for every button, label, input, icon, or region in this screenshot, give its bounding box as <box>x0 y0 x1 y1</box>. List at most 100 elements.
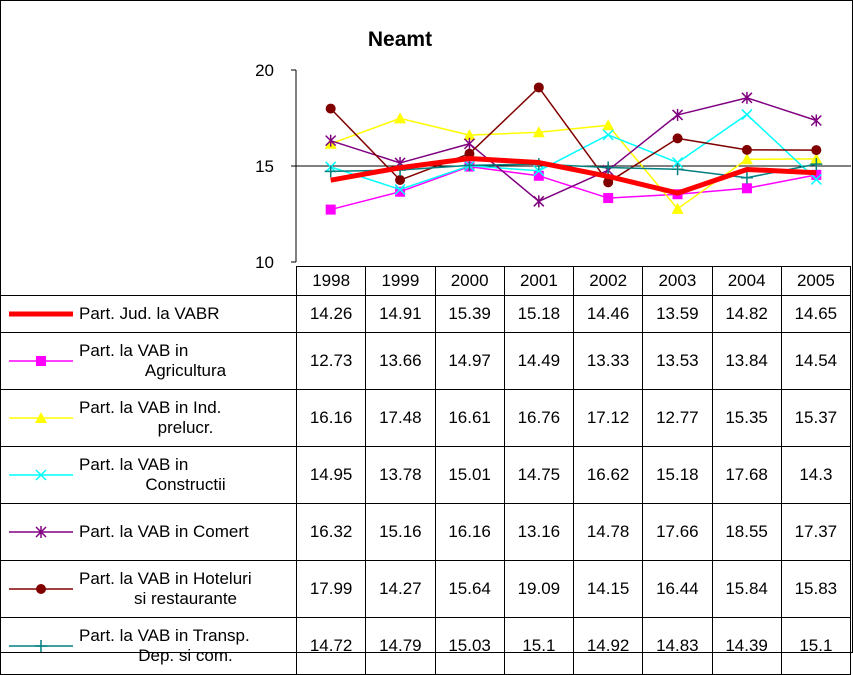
data-point <box>533 165 545 177</box>
x-tick-label: 2002 <box>572 266 644 296</box>
data-point <box>36 356 46 366</box>
data-point <box>532 126 545 138</box>
data-point <box>810 114 822 127</box>
legend-key <box>9 640 73 652</box>
legend-label: Part. Jud. la VABR <box>79 304 220 323</box>
data-point <box>533 82 544 93</box>
legend-key <box>9 311 73 317</box>
table-cell: 13.66 <box>365 332 436 390</box>
table-cell: 15.18 <box>503 295 575 333</box>
legend-key <box>9 526 73 538</box>
data-point <box>671 202 684 214</box>
series-line <box>330 117 817 210</box>
y-tick-label: 10 <box>255 253 274 270</box>
table-cell: 17.48 <box>365 389 436 447</box>
table-cell: 14.91 <box>365 295 436 333</box>
legend-entry: Part. la VAB in Comert <box>0 503 297 561</box>
legend-key-marker <box>35 469 47 481</box>
table-cell: 14.15 <box>572 560 644 618</box>
series-line <box>330 165 817 211</box>
data-point <box>741 183 752 194</box>
y-tick-label: 15 <box>255 157 274 176</box>
data-point <box>325 103 336 114</box>
table-cell: 16.44 <box>642 560 713 618</box>
table-cell: 15.84 <box>711 560 782 618</box>
legend-label: Agricultura <box>144 361 227 380</box>
table-cell: 16.32 <box>295 503 367 561</box>
table-row: Part. la VAB in Constructii 14.95 13.78 15.0… <box>0 446 852 504</box>
table-row: Part. la VAB in Transp. Dep. si com. 14.72… <box>0 617 852 675</box>
data-point <box>35 469 47 481</box>
table-cell: 15.18 <box>642 446 713 504</box>
x-tick-label: 2004 <box>711 266 782 296</box>
data-point <box>672 133 683 144</box>
table-cell: 12.77 <box>642 389 713 447</box>
table-cell: 18.55 <box>711 503 782 561</box>
x-tick-label: 1998 <box>295 266 367 296</box>
table-cell: 14.72 <box>295 617 367 675</box>
table-cell: 14.27 <box>365 560 436 618</box>
y-tick-label: 20 <box>255 61 274 80</box>
table-cell: 17.37 <box>780 503 852 561</box>
table-cell: 13.33 <box>572 332 644 390</box>
legend-entry: Part. la VAB in Agricultura <box>0 332 297 390</box>
series-line <box>330 97 817 203</box>
table-cell: 15.03 <box>434 617 505 675</box>
table-row: Part. la VAB in Hoteluri si restaurante 17… <box>0 560 852 618</box>
table-cell: 13.59 <box>642 295 713 333</box>
data-point <box>533 195 545 208</box>
table-cell: 13.53 <box>642 332 713 390</box>
x-tick-label: 2005 <box>780 266 852 296</box>
legend-key <box>9 584 73 594</box>
data-point <box>463 137 475 150</box>
table-row: Part. la VAB in Agricultura 12.73 13.66 14.9… <box>0 332 852 390</box>
table-row: Part. Jud. la VABR 14.26 14.91 15.39 15.18 14… <box>0 295 852 333</box>
table-cell: 16.16 <box>295 389 367 447</box>
table-cell: 16.16 <box>434 503 505 561</box>
data-point <box>811 145 822 156</box>
table-cell: 15.01 <box>434 446 505 504</box>
series-5 <box>325 91 822 208</box>
data-point <box>35 640 47 652</box>
table-cell: 15.1 <box>503 617 575 675</box>
data-point <box>672 108 684 121</box>
data-point <box>740 153 753 165</box>
table-cell: 17.99 <box>295 560 367 618</box>
table-cell: 17.66 <box>642 503 713 561</box>
legend-key-marker <box>36 584 46 594</box>
table-cell: 16.61 <box>434 389 505 447</box>
table-cell: 14.97 <box>434 332 505 390</box>
legend-key-marker <box>36 356 46 366</box>
table-row: Part. la VAB in Comert 16.32 15.16 16.16 13.… <box>0 503 852 561</box>
series-line <box>330 163 817 179</box>
x-tick-label: 1999 <box>365 266 436 296</box>
legend-label: Dep. si com. <box>138 646 233 665</box>
series-line <box>330 156 817 196</box>
legend-entry: Part. la VAB in Constructii <box>0 446 297 504</box>
chart-title: Neamt <box>367 28 433 51</box>
table-cell: 14.65 <box>780 295 852 333</box>
legend-entry: Part. la VAB in Ind. prelucr. <box>0 389 297 447</box>
legend-label: prelucr. <box>157 418 214 437</box>
table-cell: 15.16 <box>365 503 436 561</box>
table-cell: 15.1 <box>780 617 852 675</box>
table-cell: 13.78 <box>365 446 436 504</box>
table-cell: 16.76 <box>503 389 575 447</box>
table-cell: 14.82 <box>711 295 782 333</box>
table-cell: 14.79 <box>365 617 436 675</box>
table-cell: 13.16 <box>503 503 575 561</box>
data-point <box>394 183 406 195</box>
table-cell: 12.73 <box>295 332 367 390</box>
table-row: Part. la VAB in Ind. prelucr. 16.16 17.48 16… <box>0 389 852 447</box>
legend-label: si restaurante <box>134 589 237 608</box>
table-cell: 14.49 <box>503 332 575 390</box>
legend-entry: Part. la VAB in Transp. Dep. si com. <box>0 617 297 675</box>
data-point <box>602 119 615 131</box>
data-point <box>463 159 476 172</box>
data-point <box>325 204 336 215</box>
legend-label: Part. la VAB in Ind. <box>79 398 222 417</box>
legend-label: Part. la VAB in <box>79 341 189 360</box>
table-cell: 17.12 <box>572 389 644 447</box>
data-point <box>35 412 47 423</box>
legend-label: Constructii <box>145 475 226 494</box>
